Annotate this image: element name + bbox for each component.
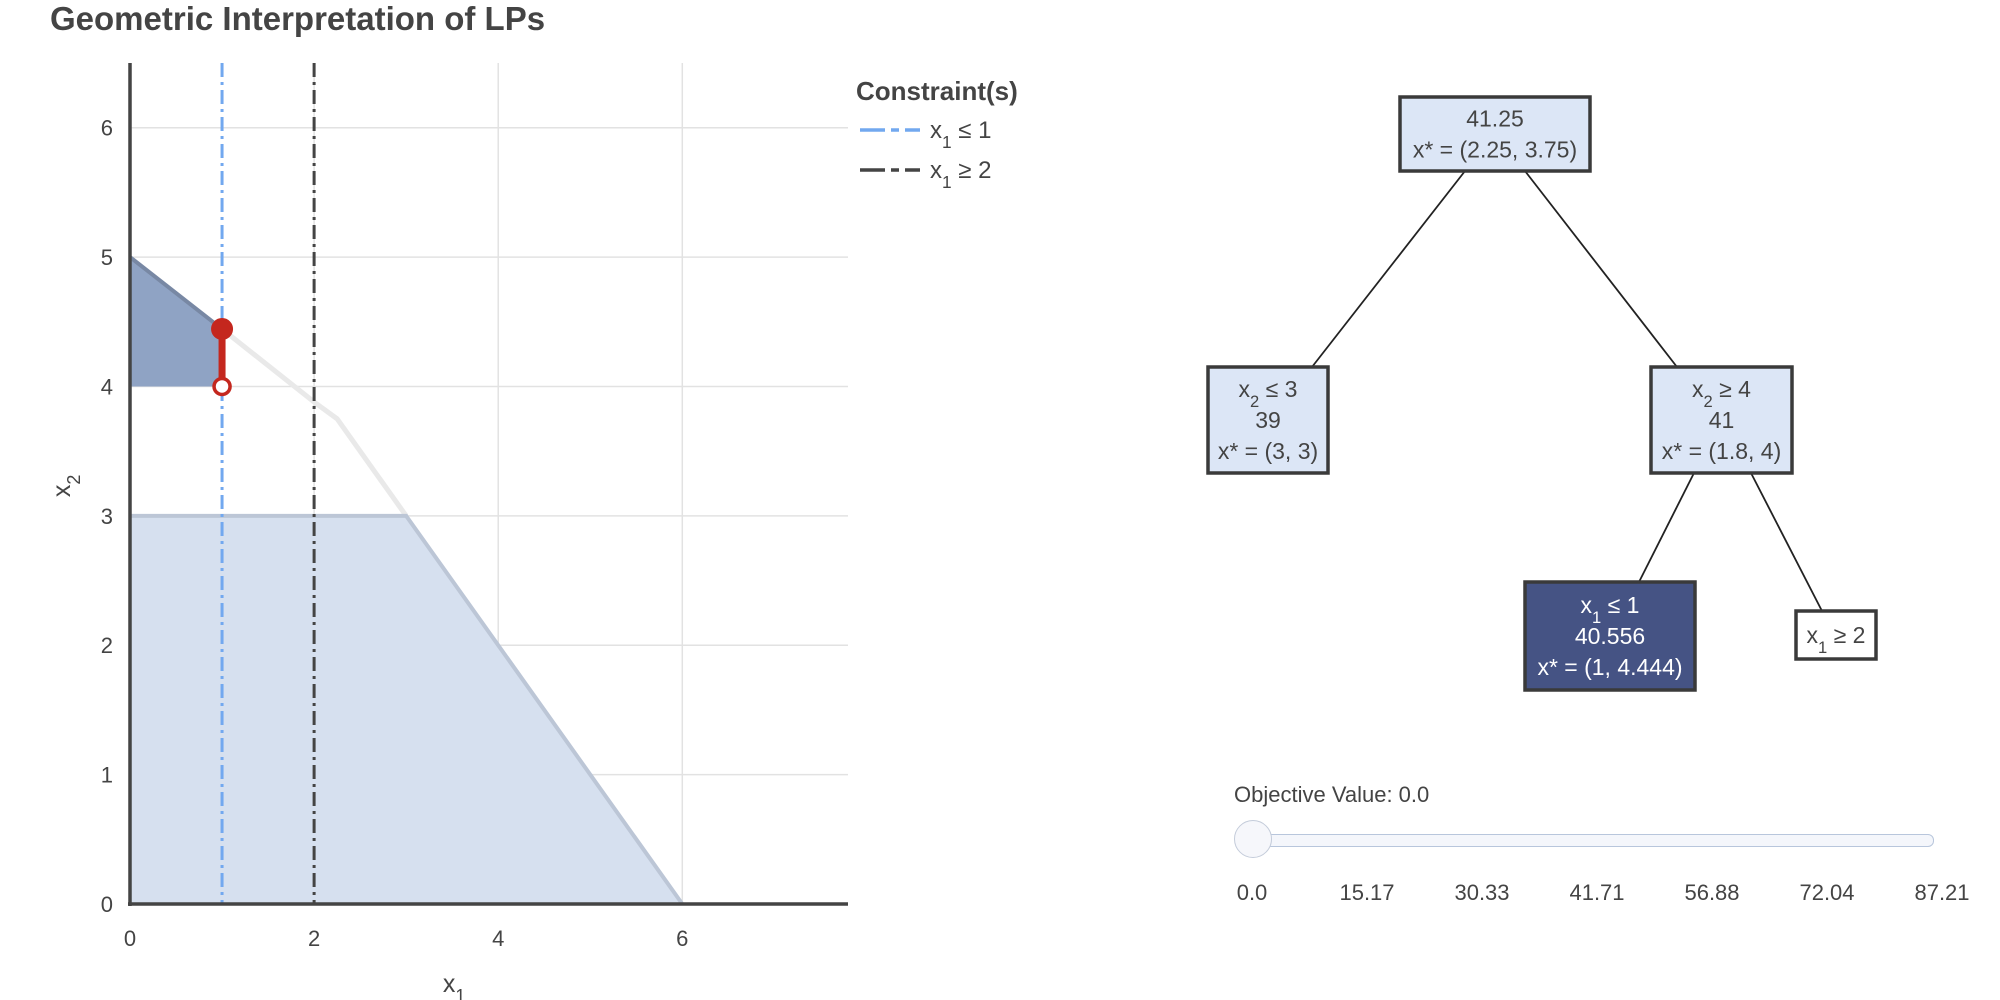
lp-plot: 0 2 4 6 0 1 2 3 4 5 6 x1 x2	[48, 63, 848, 1000]
tree-node-label: 41.25	[1466, 106, 1524, 132]
region-boundary	[128, 255, 224, 331]
open-endpoint	[212, 376, 232, 397]
tree-edge	[1750, 472, 1823, 612]
tree-node-box	[1206, 365, 1330, 475]
tree-node-label: 40.556	[1575, 623, 1645, 649]
slider-tick-label: 41.71	[1569, 880, 1625, 905]
tree-node: x1 ≤ 140.556 x* = (1, 4.444)	[1523, 580, 1697, 692]
slider-tick-label: 0.0	[1236, 880, 1268, 905]
y-tick-label: 2	[101, 633, 113, 658]
tree-node-box	[1398, 95, 1592, 173]
tree-node-box	[1794, 609, 1878, 661]
tree-node-label: x2 ≤ 3	[1239, 376, 1298, 411]
chart-title: Geometric Interpretation of LPs	[50, 0, 546, 37]
tree-edge	[1311, 170, 1466, 368]
slider-tick-label: 30.33	[1454, 880, 1510, 905]
slider-handle[interactable]	[1234, 820, 1272, 858]
faded-boundary	[220, 327, 409, 518]
slider-ticks: 0.0 15.17 30.33 41.71 56.88 72.04 87.21	[1234, 880, 1974, 910]
objective-slider[interactable]: Objective Value: 0.0 0.0 15.17 30.33 41.71 5…	[1234, 776, 1970, 916]
tree-node: x1 ≥ 2	[1794, 609, 1878, 661]
tree-node: x2 ≤ 339 x* = (3, 3)	[1206, 365, 1330, 475]
tree-node: x2 ≥ 441 x* = (1.8, 4)	[1649, 365, 1794, 475]
tree-node: 41.25 x* = (2.25, 3.75)	[1398, 95, 1592, 173]
tree-node-label: x* = (1.8, 4)	[1662, 438, 1782, 464]
y-tick-label: 4	[101, 374, 113, 399]
y-axis-label: x2	[48, 475, 84, 498]
x-tick-label: 0	[124, 926, 136, 951]
legend-title: Constraint(s)	[856, 76, 1018, 106]
x-tick-label: 2	[308, 926, 320, 951]
tree-node-box	[1649, 365, 1794, 475]
legend-item: x1 ≤ 1	[930, 117, 991, 152]
legend-item: x1 ≥ 2	[930, 157, 991, 192]
feasible-region	[130, 515, 683, 904]
tree-node-label: 39	[1255, 407, 1281, 433]
tree-node-label: x1 ≥ 2	[1807, 622, 1866, 657]
y-tick-label: 1	[101, 763, 113, 788]
x-axis-label: x1	[443, 970, 466, 1000]
slider-tick-label: 72.04	[1799, 880, 1855, 905]
slider-track[interactable]	[1252, 834, 1934, 847]
y-tick-label: 0	[101, 892, 113, 917]
y-tick-label: 5	[101, 245, 113, 270]
tree-node-label: x* = (2.25, 3.75)	[1413, 137, 1577, 163]
tree-node-label: x* = (1, 4.444)	[1537, 654, 1682, 680]
slider-tick-label: 56.88	[1684, 880, 1740, 905]
tree-node-box	[1523, 580, 1697, 692]
feasible-region	[130, 257, 223, 387]
slider-tick-label: 15.17	[1339, 880, 1395, 905]
tree-edge	[1638, 472, 1695, 583]
filled-endpoint	[211, 318, 234, 341]
tree-node-label: x2 ≥ 4	[1692, 376, 1751, 411]
x-tick-label: 6	[676, 926, 688, 951]
tree-edge	[1524, 170, 1678, 368]
y-tick-label: 6	[101, 116, 113, 141]
slider-label: Objective Value: 0.0	[1234, 782, 1430, 807]
x-tick-label: 4	[492, 926, 504, 951]
slider-tick-label: 87.21	[1914, 880, 1970, 905]
tree-node-label: 41	[1709, 407, 1735, 433]
branch-and-bound-tree: 41.25 x* = (2.25, 3.75) x2 ≤ 339 x* = (3, 3…	[1206, 95, 1878, 692]
tree-node-label: x* = (3, 3)	[1218, 438, 1318, 464]
tree-node-label: x1 ≤ 1	[1581, 592, 1640, 627]
y-tick-label: 3	[101, 504, 113, 529]
legend: Constraint(s) x1 ≤ 1 x1 ≥ 2	[856, 76, 1018, 192]
